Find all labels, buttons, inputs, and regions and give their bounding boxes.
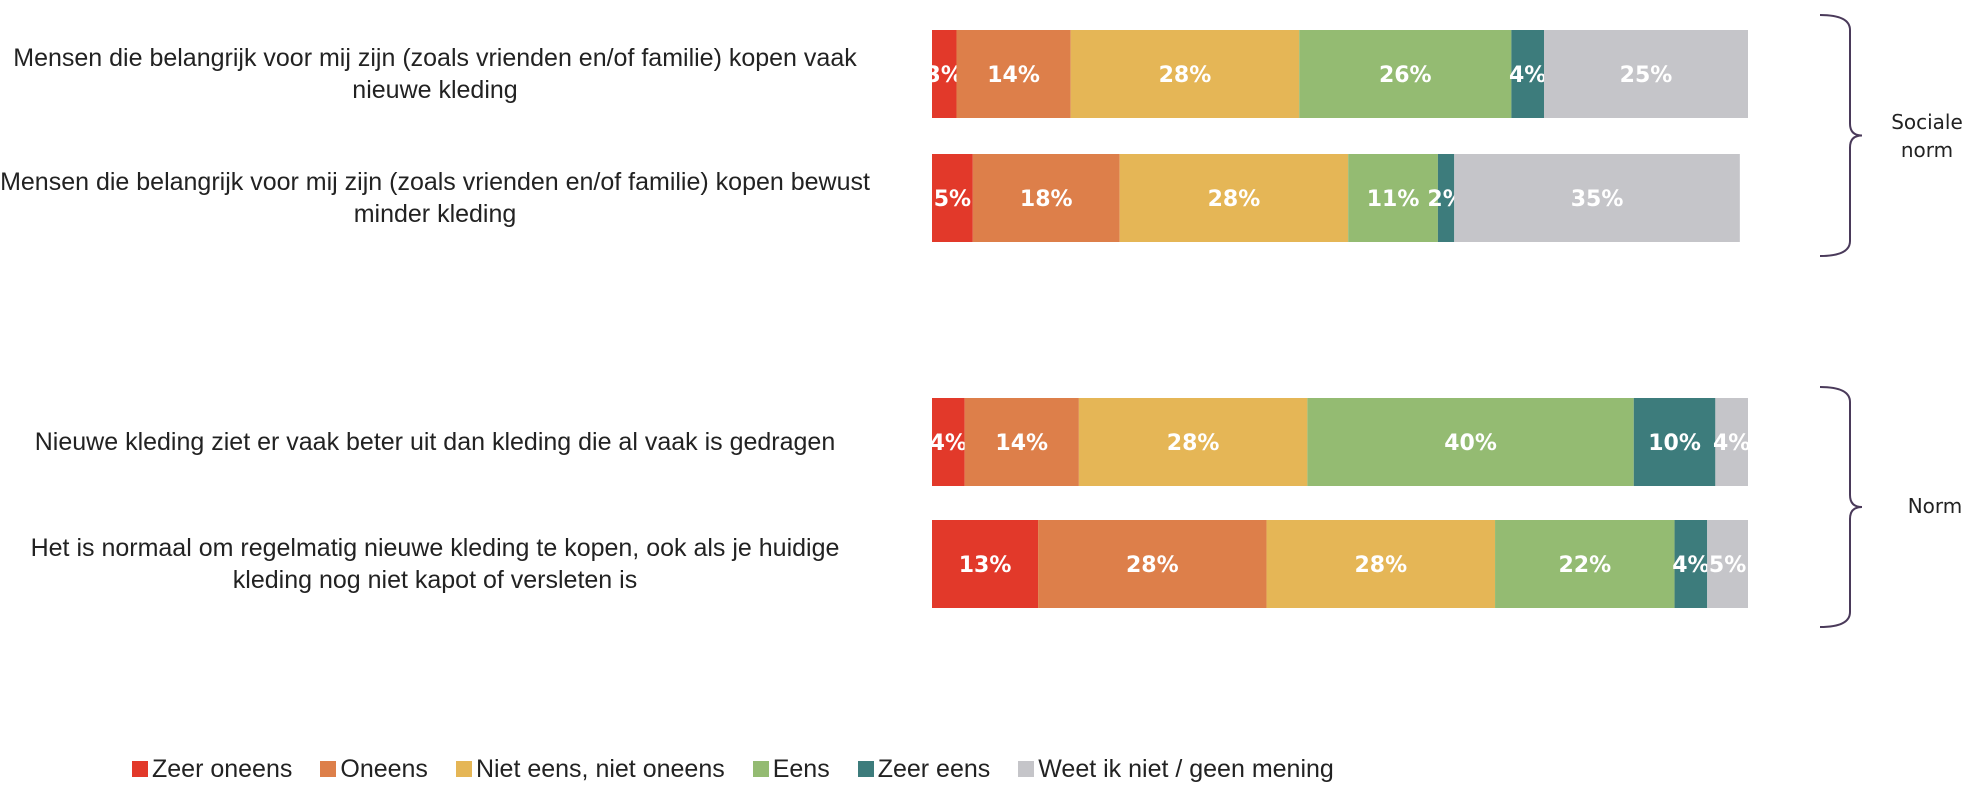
value-label: 25% (1620, 63, 1673, 88)
bar-segment (1674, 520, 1708, 608)
bar-segment (932, 398, 965, 486)
legend-swatch (752, 761, 769, 777)
bar-segment (1299, 30, 1512, 118)
bar-segment (1266, 520, 1496, 608)
legend-label: Weet ik niet / geen mening (1038, 755, 1334, 783)
value-label: 4% (1672, 553, 1709, 578)
bar-segment (932, 30, 957, 118)
category-label: Mensen die belangrijk voor mij zijn (zoa… (0, 168, 870, 228)
bar-segment (1437, 154, 1455, 242)
bar-segment (1715, 398, 1748, 486)
bar-segment (1707, 520, 1748, 608)
legend-item: Oneens (320, 752, 428, 785)
bar-segment (1511, 30, 1544, 118)
category-label: Het is normaal om regelmatig nieuwe kled… (30, 534, 840, 594)
group-brace (1819, 14, 1863, 257)
value-label: 11% (1367, 187, 1420, 212)
legend-item: Niet eens, niet oneens (455, 752, 725, 785)
value-label: 28% (1167, 431, 1220, 456)
legend-item: Eens (752, 752, 830, 785)
legend-swatch (857, 761, 874, 777)
bar-segment (972, 154, 1120, 242)
bar-segment (1038, 520, 1267, 608)
bar-segment (1544, 30, 1748, 118)
bar-segment (1348, 154, 1438, 242)
legend-label: Zeer eens (877, 755, 991, 783)
bar-segment (1070, 30, 1300, 118)
value-label: 13% (959, 553, 1012, 578)
legend-item: Zeer eens (857, 752, 991, 785)
value-label: 28% (1354, 553, 1407, 578)
value-label: 18% (1020, 187, 1073, 212)
value-label: 22% (1558, 553, 1611, 578)
legend-swatch (455, 761, 472, 777)
legend-item: Zeer oneens (132, 752, 292, 785)
value-label: 4% (1509, 63, 1546, 88)
group-label: Sociale norm (1891, 110, 1963, 162)
bar-segment (1119, 154, 1349, 242)
value-label: 28% (1208, 187, 1261, 212)
value-label: 4% (1713, 431, 1750, 456)
value-label: 14% (987, 63, 1040, 88)
bar-segment (932, 520, 1039, 608)
legend: Zeer oneens Oneens Niet eens, niet oneens E… (132, 752, 1334, 785)
legend-label: Oneens (340, 755, 428, 783)
bar-segment (1454, 154, 1740, 242)
value-label: 40% (1444, 431, 1497, 456)
value-label: 28% (1126, 553, 1179, 578)
value-label: 35% (1571, 187, 1624, 212)
legend-swatch (1018, 761, 1035, 777)
value-label: 5% (934, 187, 971, 212)
group-label: Norm (1907, 494, 1963, 518)
value-label: 28% (1159, 63, 1212, 88)
category-label: Mensen die belangrijk voor mij zijn (zoa… (13, 44, 857, 104)
legend-swatch (320, 761, 337, 777)
bar-segment (956, 30, 1071, 118)
value-label: 5% (1709, 553, 1746, 578)
legend-label: Zeer oneens (152, 755, 293, 783)
legend-swatch (132, 761, 148, 777)
legend-label: Eens (772, 755, 830, 783)
value-label: 10% (1648, 431, 1701, 456)
legend-label: Niet eens, niet oneens (475, 755, 725, 783)
bar-segment (1495, 520, 1675, 608)
bar-segment (1307, 398, 1634, 486)
bar-segment (964, 398, 1079, 486)
bar-segment (1078, 398, 1308, 486)
value-label: 26% (1379, 63, 1432, 88)
value-label: 4% (930, 431, 967, 456)
bar-segment (1633, 398, 1716, 486)
category-label: Nieuwe kleding ziet er vaak beter uit da… (34, 428, 836, 456)
bar-segment (932, 154, 973, 242)
legend-item: Weet ik niet / geen mening (1018, 752, 1334, 785)
group-brace (1819, 386, 1863, 628)
value-label: 14% (995, 431, 1048, 456)
